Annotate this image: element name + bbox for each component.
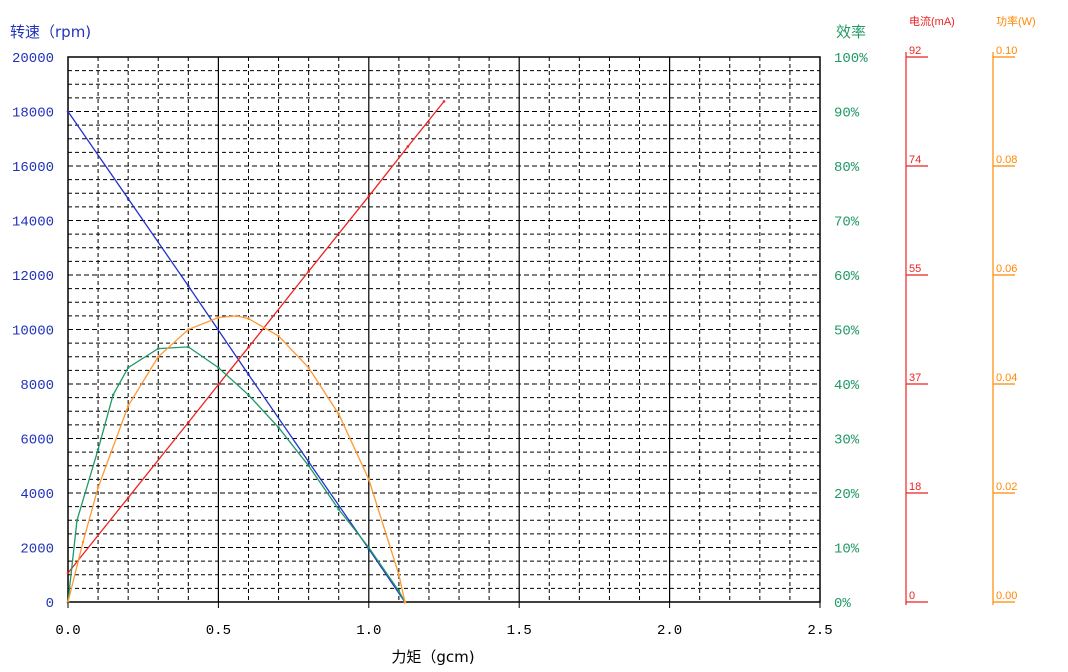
speed-tick-label: 0 — [46, 596, 54, 612]
power-series-line — [67, 315, 406, 603]
power-tick-label: 0.02 — [996, 481, 1017, 493]
speed-tick-label: 8000 — [20, 378, 54, 394]
power-data-point — [126, 404, 130, 408]
speed-data-point — [187, 284, 190, 288]
speed-tick-label: 18000 — [12, 106, 54, 122]
current-data-point — [247, 345, 250, 349]
power-data-point — [81, 540, 85, 544]
efficiency-tick-label: 40% — [834, 378, 860, 394]
efficiency-data-point — [397, 589, 401, 593]
current-data-point — [442, 100, 446, 103]
efficiency-data-point — [277, 426, 280, 429]
efficiency-tick-label: 0% — [834, 596, 851, 612]
efficiency-data-point — [247, 393, 250, 397]
plot-frame — [67, 56, 821, 603]
power-data-point — [235, 314, 238, 318]
speed-tick-label: 2000 — [20, 542, 54, 558]
current-data-point — [217, 383, 220, 386]
speed-tick-label: 10000 — [12, 324, 54, 340]
efficiency-data-point — [126, 366, 130, 369]
efficiency-series-line — [67, 346, 406, 603]
efficiency-data-point — [111, 393, 115, 397]
speed-tick-label: 16000 — [12, 160, 54, 176]
current-data-point — [187, 421, 190, 424]
power-data-point — [403, 600, 407, 604]
speed-tick-label: 6000 — [20, 433, 54, 449]
speed-data-point — [66, 110, 70, 113]
x-tick-label: 2.0 — [657, 623, 682, 639]
x-tick-label: 0.0 — [55, 623, 80, 639]
speed-data-point — [126, 197, 130, 200]
speed-axis-label: 转速（rpm) — [10, 23, 91, 41]
power-data-point — [397, 573, 401, 577]
power-tick-label: 0.08 — [996, 154, 1017, 166]
efficiency-tick-label: 90% — [834, 106, 860, 122]
power-axis-label: 功率(W) — [996, 14, 1036, 28]
efficiency-tick-label: 10% — [834, 542, 860, 558]
efficiency-tick-label: 50% — [834, 324, 860, 340]
efficiency-data-point — [96, 448, 100, 451]
power-data-point — [156, 355, 160, 359]
speed-tick-label: 4000 — [20, 487, 54, 503]
efficiency-data-point — [187, 345, 190, 349]
current-axis-label: 电流(mA) — [909, 14, 955, 28]
efficiency-data-point — [367, 546, 371, 549]
current-data-point — [66, 571, 70, 575]
efficiency-data-point — [307, 464, 310, 468]
tick-labels: 0.0 0.5 1.0 1.5 2.0 2.5 0 2000 4000 6000 8000 10000… — [12, 45, 1017, 639]
power-data-point — [217, 316, 220, 319]
x-tick-label: 0.5 — [206, 623, 231, 639]
speed-data-point — [247, 373, 250, 376]
current-data-point — [367, 194, 371, 198]
current-data-point — [406, 145, 410, 148]
current-tick-label: 92 — [909, 45, 921, 57]
efficiency-tick-label: 100% — [834, 51, 868, 67]
current-tick-label: 74 — [909, 154, 921, 166]
efficiency-data-point — [337, 508, 341, 511]
x-axis-label: 力矩（gcm) — [391, 648, 474, 666]
efficiency-tick-label: 60% — [834, 269, 860, 285]
efficiency-tick-label: 80% — [834, 160, 860, 176]
power-tick-label: 0.04 — [996, 372, 1017, 384]
power-data-point — [247, 317, 250, 320]
power-data-point — [96, 486, 100, 489]
x-tick-label: 1.0 — [356, 623, 381, 639]
power-data-point — [307, 366, 310, 369]
power-tick-label: 0.10 — [996, 45, 1017, 57]
power-data-point — [367, 478, 371, 481]
current-data-point — [126, 496, 130, 500]
x-tick-label: 2.5 — [807, 623, 832, 639]
efficiency-tick-label: 30% — [834, 433, 860, 449]
speed-tick-label: 20000 — [12, 51, 54, 67]
power-data-point — [337, 412, 341, 416]
efficiency-data-point — [156, 347, 160, 350]
power-tick-label: 0.06 — [996, 263, 1017, 275]
power-data-point — [187, 328, 190, 331]
efficiency-data-point — [75, 518, 79, 522]
efficiency-tick-label: 20% — [834, 487, 860, 503]
series-layer — [66, 100, 446, 604]
speed-tick-label: 14000 — [12, 215, 54, 231]
current-tick-label: 18 — [909, 481, 921, 493]
x-tick-label: 1.5 — [507, 623, 532, 639]
plot-border — [67, 56, 821, 603]
current-tick-label: 55 — [909, 263, 921, 275]
current-tick-label: 37 — [909, 372, 921, 384]
efficiency-data-point — [217, 366, 220, 369]
current-tick-label: 0 — [909, 590, 915, 602]
power-tick-label: 0.00 — [996, 590, 1017, 602]
current-series-line — [67, 100, 445, 574]
efficiency-tick-label: 70% — [834, 215, 860, 231]
current-data-point — [307, 270, 310, 273]
grid — [68, 57, 820, 602]
power-data-point — [277, 334, 280, 338]
speed-data-point — [307, 460, 310, 463]
speed-tick-label: 12000 — [12, 269, 54, 285]
efficiency-axis-label: 效率 — [836, 23, 866, 41]
